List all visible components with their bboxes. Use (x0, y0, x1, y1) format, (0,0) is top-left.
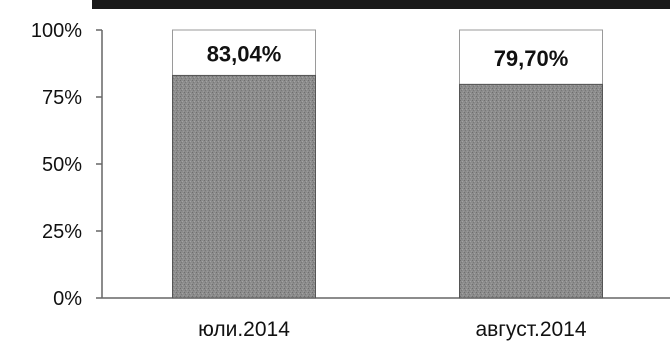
bar (459, 83, 603, 299)
y-tick-label: 50% (42, 154, 82, 176)
bars-group: 83,04% 79,70% (172, 29, 603, 299)
y-tick-label: 100% (31, 20, 82, 42)
category-label: август.2014 (475, 318, 586, 341)
data-label: 79,70% (494, 46, 569, 71)
y-tick-label: 75% (42, 87, 82, 109)
y-tick-label: 0% (53, 288, 82, 310)
category-labels: юли.2014 август.2014 (198, 318, 587, 341)
bar (172, 74, 316, 299)
y-tick-label: 25% (42, 221, 82, 243)
top-band (92, 0, 670, 9)
bar-remainder (459, 29, 603, 85)
data-label: 83,04% (207, 42, 282, 67)
y-axis-ticks: 0% 25% 50% 75% 100% (31, 20, 102, 310)
category-label: юли.2014 (198, 318, 290, 341)
